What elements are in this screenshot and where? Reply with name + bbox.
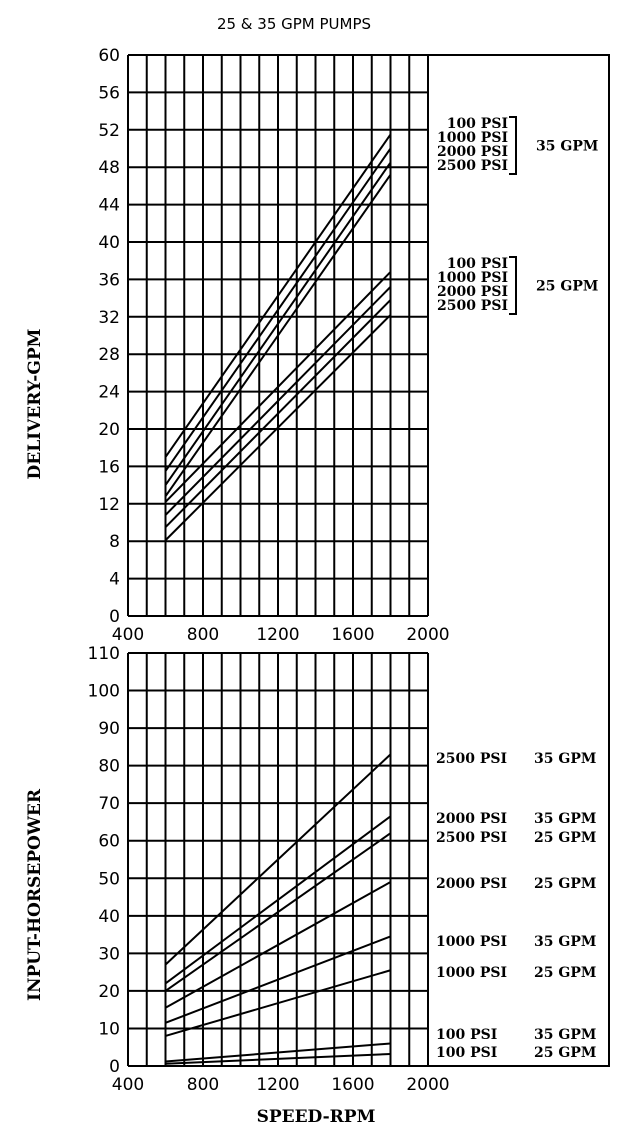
delivery-legend-gpm: 35 GPM xyxy=(536,139,598,155)
horsepower-x-tick: 2000 xyxy=(406,1075,449,1095)
legend-bracket xyxy=(509,116,517,175)
horsepower-y-tick: 50 xyxy=(98,869,120,889)
horsepower-legend-gpm: 35 GPM xyxy=(534,934,596,950)
delivery-y-tick: 56 xyxy=(98,83,120,103)
horsepower-series-line xyxy=(164,753,392,966)
horsepower-legend-gpm: 25 GPM xyxy=(534,876,596,892)
horsepower-legend-gpm: 25 GPM xyxy=(534,830,596,846)
horsepower-legend-gpm: 35 GPM xyxy=(534,751,596,767)
horsepower-series-line xyxy=(164,832,392,992)
delivery-series-line xyxy=(164,286,392,516)
chart-title: 25 & 35 GPM PUMPS xyxy=(217,15,371,33)
delivery-y-tick: 48 xyxy=(98,158,120,178)
horsepower-legend-gpm: 35 GPM xyxy=(534,811,596,827)
horsepower-y-tick: 60 xyxy=(98,832,120,852)
horsepower-x-tick: 1200 xyxy=(256,1075,299,1095)
legend-bracket xyxy=(509,256,517,315)
delivery-y-tick: 16 xyxy=(98,457,120,477)
speed-axis-label: SPEED-RPM xyxy=(257,1107,376,1127)
delivery-y-tick: 60 xyxy=(98,46,120,66)
delivery-x-tick: 400 xyxy=(112,625,144,645)
delivery-legend-psi: 100 PSI xyxy=(447,116,508,132)
delivery-series-line xyxy=(164,299,392,528)
horsepower-series-line xyxy=(165,935,391,1024)
horsepower-legend-psi: 2500 PSI xyxy=(436,830,507,846)
delivery-series-line xyxy=(164,314,392,541)
delivery-y-tick: 32 xyxy=(98,308,120,328)
horsepower-y-tick: 0 xyxy=(109,1057,120,1077)
delivery-series-line xyxy=(164,133,392,458)
delivery-y-tick: 40 xyxy=(98,233,120,253)
delivery-series-line xyxy=(164,271,392,503)
delivery-y-tick: 24 xyxy=(98,383,120,403)
horsepower-y-tick: 80 xyxy=(98,757,120,777)
delivery-y-tick: 8 xyxy=(109,532,120,552)
delivery-legend-psi: 1000 PSI xyxy=(437,130,508,146)
horsepower-y-tick: 110 xyxy=(88,644,120,664)
delivery-series-line xyxy=(164,161,392,486)
delivery-legend-psi: 1000 PSI xyxy=(437,270,508,286)
horsepower-legend-psi: 1000 PSI xyxy=(436,934,507,950)
horsepower-legend-gpm: 25 GPM xyxy=(534,1045,596,1061)
horsepower-y-tick: 40 xyxy=(98,907,120,927)
delivery-y-tick: 20 xyxy=(98,420,120,440)
delivery-legend-psi: 2500 PSI xyxy=(437,298,508,314)
horsepower-y-tick: 10 xyxy=(98,1019,120,1039)
horsepower-series-line xyxy=(165,969,391,1037)
delivery-series-line xyxy=(164,174,392,497)
horsepower-y-tick: 70 xyxy=(98,794,120,814)
delivery-legend-psi: 2500 PSI xyxy=(437,158,508,174)
delivery-x-tick: 1200 xyxy=(256,625,299,645)
delivery-series-line xyxy=(164,147,392,472)
delivery-x-tick: 800 xyxy=(187,625,219,645)
horsepower-series-line xyxy=(165,881,391,1009)
delivery-legend-psi: 2000 PSI xyxy=(437,144,508,160)
delivery-legend-psi: 100 PSI xyxy=(447,256,508,272)
delivery-axis-label: DELIVERY-GPM xyxy=(25,328,45,479)
delivery-legend-psi: 2000 PSI xyxy=(437,284,508,300)
delivery-x-tick: 2000 xyxy=(406,625,449,645)
horsepower-series-line xyxy=(164,815,392,985)
horsepower-legend-psi: 2000 PSI xyxy=(436,811,507,827)
horsepower-y-tick: 100 xyxy=(88,682,120,702)
delivery-y-tick: 12 xyxy=(98,495,120,515)
delivery-x-tick: 1600 xyxy=(331,625,374,645)
outer-frame xyxy=(428,54,610,1067)
horsepower-series-line xyxy=(165,1052,391,1065)
horsepower-x-tick: 1600 xyxy=(331,1075,374,1095)
horsepower-y-tick: 30 xyxy=(98,944,120,964)
horsepower-legend-gpm: 25 GPM xyxy=(534,965,596,981)
horsepower-series-line xyxy=(165,1042,391,1063)
horsepower-legend-psi: 100 PSI xyxy=(436,1045,497,1061)
delivery-y-tick: 28 xyxy=(98,345,120,365)
horsepower-y-tick: 90 xyxy=(98,719,120,739)
delivery-y-tick: 4 xyxy=(109,570,120,590)
horsepower-legend-gpm: 35 GPM xyxy=(534,1027,596,1043)
horsepower-axis-label: INPUT-HORSEPOWER xyxy=(25,788,45,1001)
delivery-legend-gpm: 25 GPM xyxy=(536,279,598,295)
horsepower-x-tick: 400 xyxy=(112,1075,144,1095)
horsepower-panel: 0 10 20 30 40 50 60 70 80 90 100 110 400 800 1200 1600 2… xyxy=(88,644,597,1095)
horsepower-legend-psi: 2000 PSI xyxy=(436,876,507,892)
delivery-y-tick: 0 xyxy=(109,607,120,627)
horsepower-legend-psi: 2500 PSI xyxy=(436,751,507,767)
horsepower-x-tick: 800 xyxy=(187,1075,219,1095)
delivery-y-tick: 52 xyxy=(98,121,120,141)
horsepower-legend-psi: 1000 PSI xyxy=(436,965,507,981)
horsepower-legend-psi: 100 PSI xyxy=(436,1027,497,1043)
delivery-y-tick: 44 xyxy=(98,196,120,216)
horsepower-y-tick: 20 xyxy=(98,982,120,1002)
delivery-y-tick: 36 xyxy=(98,270,120,290)
